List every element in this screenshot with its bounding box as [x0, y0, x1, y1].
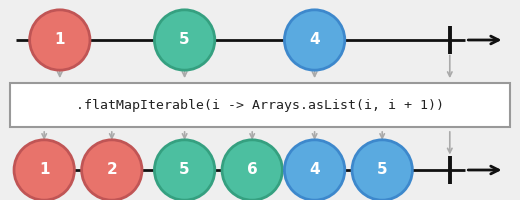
Text: 5: 5: [377, 162, 387, 178]
Text: 1: 1: [39, 162, 49, 178]
Ellipse shape: [352, 140, 412, 200]
Ellipse shape: [154, 10, 215, 70]
Text: 1: 1: [55, 32, 65, 47]
Ellipse shape: [82, 140, 142, 200]
Text: 5: 5: [179, 32, 190, 47]
Ellipse shape: [154, 140, 215, 200]
Text: 2: 2: [107, 162, 117, 178]
Ellipse shape: [14, 140, 74, 200]
Text: 6: 6: [247, 162, 257, 178]
Text: 4: 4: [309, 32, 320, 47]
Ellipse shape: [284, 10, 345, 70]
Ellipse shape: [284, 140, 345, 200]
Ellipse shape: [222, 140, 282, 200]
Text: 4: 4: [309, 162, 320, 178]
Text: .flatMapIterable(i -> Arrays.asList(i, i + 1)): .flatMapIterable(i -> Arrays.asList(i, i…: [76, 98, 444, 112]
Ellipse shape: [30, 10, 90, 70]
FancyBboxPatch shape: [10, 83, 510, 127]
Text: 5: 5: [179, 162, 190, 178]
